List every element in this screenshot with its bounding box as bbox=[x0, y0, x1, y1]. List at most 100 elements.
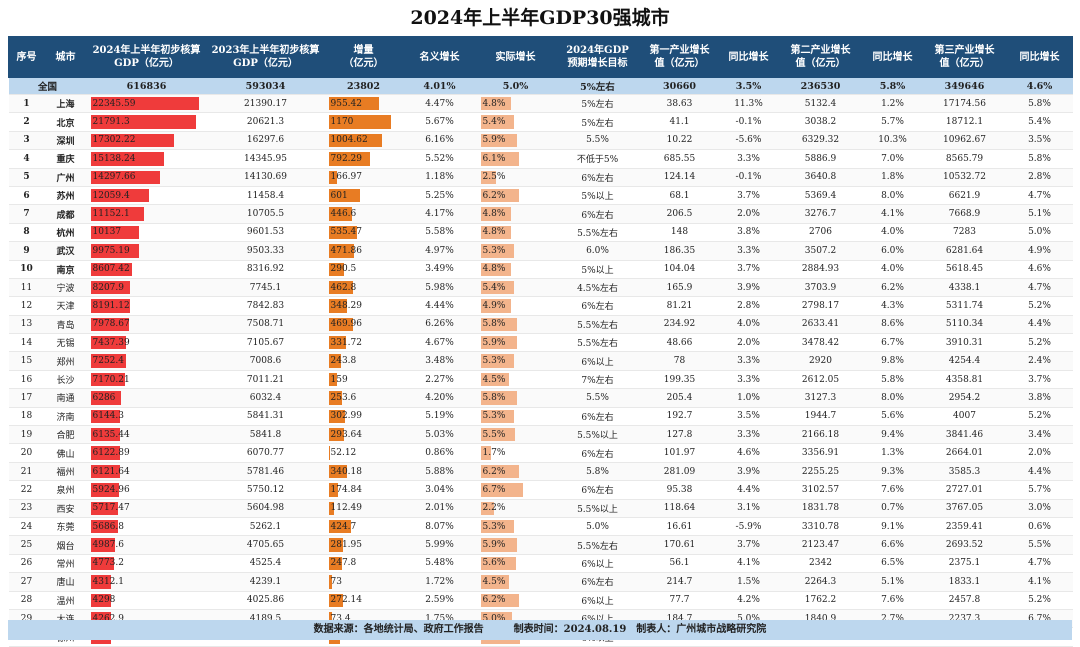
data-cell: 4.6% bbox=[718, 443, 779, 463]
data-bar bbox=[328, 207, 353, 221]
data-bar bbox=[480, 188, 520, 203]
data-cell: 5.8% bbox=[554, 462, 641, 482]
data-bar bbox=[480, 207, 511, 221]
data-bar bbox=[90, 115, 196, 129]
data-cell: 5.1% bbox=[862, 572, 923, 592]
data-cell: 1944.7 bbox=[778, 407, 863, 427]
bar-value-label: 340.18 bbox=[330, 466, 363, 477]
real-growth-cell: 5.6% bbox=[476, 554, 555, 574]
city-cell: 常州 bbox=[44, 554, 87, 574]
bar-value-label: 424.7 bbox=[330, 521, 357, 532]
column-header: 同比增长 bbox=[1006, 36, 1073, 78]
data-cell: 1833.1 bbox=[922, 572, 1007, 592]
data-cell: 3276.7 bbox=[778, 204, 863, 224]
data-cell: 3356.91 bbox=[778, 443, 863, 463]
data-cell: 2954.2 bbox=[922, 388, 1007, 408]
city-cell: 郑州 bbox=[44, 351, 87, 371]
increment-cell: 331.72 bbox=[324, 333, 403, 353]
data-cell: 5110.34 bbox=[922, 315, 1007, 335]
bar-value-label: 7437.39 bbox=[92, 337, 130, 348]
rank-cell: 28 bbox=[8, 591, 45, 610]
data-cell: -0.1% bbox=[718, 112, 779, 132]
data-cell: 77.7 bbox=[640, 591, 719, 610]
data-cell: 21390.17 bbox=[206, 94, 325, 114]
bar-value-label: 5.9% bbox=[482, 135, 506, 146]
bar-value-label: 1004.62 bbox=[330, 135, 368, 146]
data-cell: 不低于5% bbox=[554, 149, 641, 169]
gdp-2024-cell: 17302.22 bbox=[86, 131, 207, 151]
data-cell: 2920 bbox=[778, 351, 863, 371]
bar-value-label: 348.29 bbox=[330, 300, 363, 311]
bar-value-label: 4.8% bbox=[482, 227, 506, 238]
data-cell: 5.5%以上 bbox=[554, 425, 641, 445]
bar-value-label: 166.97 bbox=[330, 172, 363, 183]
table-row: 8 杭州 10137 9601.53 535.47 5.58% 4.8% 5.5%左右 148 3… bbox=[8, 223, 1073, 243]
data-cell: 3102.57 bbox=[778, 480, 863, 500]
table-row: 21 福州 6121.64 5781.46 340.18 5.88% 6.2% 5.8% 281… bbox=[8, 462, 1073, 482]
data-cell: 3.8% bbox=[718, 223, 779, 243]
data-cell: 10705.5 bbox=[206, 204, 325, 224]
data-cell: 101.97 bbox=[640, 443, 719, 463]
gdp-2024-cell: 4298 bbox=[86, 591, 207, 610]
data-cell: 5%左右 bbox=[554, 112, 641, 132]
data-cell: 124.14 bbox=[640, 168, 719, 187]
data-cell: 95.38 bbox=[640, 480, 719, 500]
table-row: 20 佛山 6122.89 6070.77 52.12 0.86% 1.7% 6%左右 101.… bbox=[8, 443, 1073, 463]
bar-value-label: 22345.59 bbox=[92, 98, 136, 109]
bar-value-label: 253.6 bbox=[330, 392, 357, 403]
data-cell: 7.6% bbox=[862, 480, 923, 500]
data-cell: 3127.3 bbox=[778, 388, 863, 408]
data-bar bbox=[328, 133, 382, 148]
rank-cell: 17 bbox=[8, 388, 45, 408]
data-cell: 1.2% bbox=[862, 94, 923, 114]
table-row: 26 常州 4773.2 4525.4 247.8 5.48% 5.6% 6%以上 56.1 4.… bbox=[8, 554, 1073, 574]
rank-cell: 22 bbox=[8, 480, 45, 500]
rank-cell: 5 bbox=[8, 168, 45, 187]
data-cell: 6.16% bbox=[402, 131, 477, 151]
bar-value-label: 6.2% bbox=[482, 466, 506, 477]
bar-value-label: 5.3% bbox=[482, 411, 506, 422]
bar-value-label: 21791.3 bbox=[92, 117, 130, 128]
city-cell: 佛山 bbox=[44, 443, 87, 463]
data-bar bbox=[90, 593, 112, 607]
bar-value-label: 6121.64 bbox=[92, 466, 130, 477]
total-cell: 3.5% bbox=[718, 77, 779, 95]
column-header: 实际增长 bbox=[476, 36, 555, 78]
data-bar bbox=[90, 336, 127, 350]
data-cell: 3.5% bbox=[718, 407, 779, 427]
data-bar bbox=[480, 170, 497, 184]
gdp-2024-cell: 6121.64 bbox=[86, 462, 207, 482]
data-cell: 2.8% bbox=[1006, 168, 1073, 187]
data-cell: 0.6% bbox=[1006, 517, 1073, 537]
data-cell: 5.4% bbox=[1006, 112, 1073, 132]
gdp-2024-cell: 6286 bbox=[86, 388, 207, 408]
data-cell: 3.0% bbox=[1006, 499, 1073, 518]
gdp-2024-cell: 7978.67 bbox=[86, 315, 207, 335]
data-bar bbox=[480, 262, 511, 276]
city-cell: 无锡 bbox=[44, 333, 87, 353]
bar-value-label: 11152.1 bbox=[92, 209, 130, 220]
data-cell: 3.1% bbox=[718, 499, 779, 518]
data-cell: 6.26% bbox=[402, 315, 477, 335]
data-cell: 3038.2 bbox=[778, 112, 863, 132]
city-cell: 东莞 bbox=[44, 517, 87, 537]
data-cell: 1.72% bbox=[402, 572, 477, 592]
data-cell: 2664.01 bbox=[922, 443, 1007, 463]
data-bar bbox=[328, 538, 344, 552]
rank-cell: 7 bbox=[8, 204, 45, 224]
data-cell: 4.6% bbox=[1006, 260, 1073, 279]
real-growth-cell: 5.4% bbox=[476, 278, 555, 298]
total-cell: 23802 bbox=[324, 77, 403, 95]
real-growth-cell: 6.7% bbox=[476, 480, 555, 500]
city-cell: 深圳 bbox=[44, 131, 87, 151]
data-cell: 5.2% bbox=[1006, 333, 1073, 353]
real-growth-cell: 5.3% bbox=[476, 351, 555, 371]
data-cell: 6.0% bbox=[554, 241, 641, 261]
data-bar bbox=[480, 336, 518, 350]
data-cell: 4.7% bbox=[1006, 278, 1073, 298]
rank-cell: 12 bbox=[8, 296, 45, 316]
data-cell: 3.7% bbox=[718, 535, 779, 555]
city-cell: 苏州 bbox=[44, 186, 87, 206]
data-cell: 11.3% bbox=[718, 94, 779, 114]
rank-cell: 23 bbox=[8, 499, 45, 518]
